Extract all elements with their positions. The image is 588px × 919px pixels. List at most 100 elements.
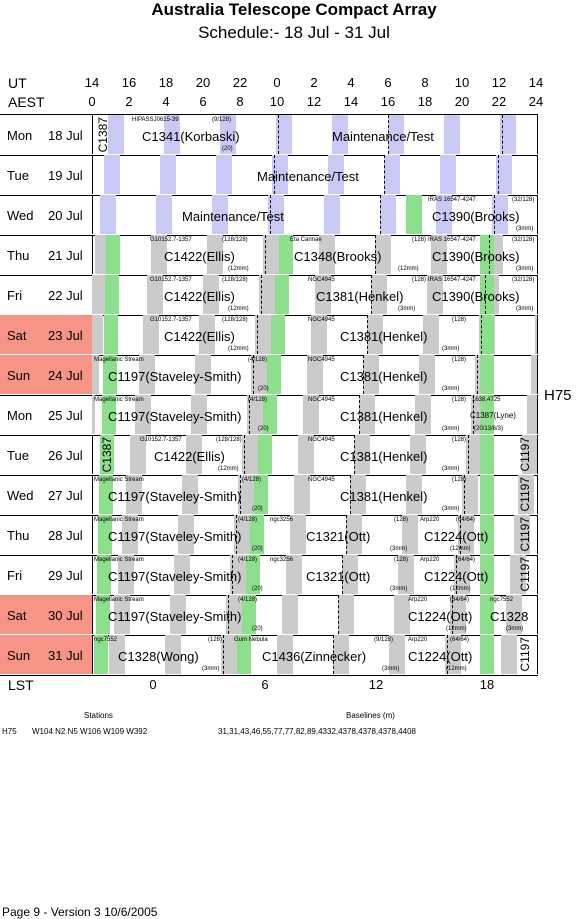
source-label: IRAS 16547-4247 xyxy=(428,277,476,283)
lst-stripe xyxy=(238,475,255,514)
receiver-band: (12mm) xyxy=(450,586,471,592)
day-date: 20 Jul xyxy=(48,208,83,223)
vertical-project-label: C1197 xyxy=(518,557,532,592)
project-label: C1348(Brooks) xyxy=(294,249,382,264)
receiver-band: (3mm) xyxy=(442,506,460,512)
day-label: Tue 26 Jul xyxy=(0,435,93,474)
lst-dashline xyxy=(244,435,246,474)
lst-stripe xyxy=(402,515,418,554)
day-chart: Magellanic Stream (4/128) C1197(Staveley-S… xyxy=(92,475,538,514)
green-stripe xyxy=(480,475,494,514)
day-name: Sun xyxy=(7,648,31,663)
lst-stripe xyxy=(281,595,298,634)
lst-dashline xyxy=(468,435,470,474)
project-label: C1197(Staveley-Smith) xyxy=(108,569,242,584)
aest-tick: 6 xyxy=(199,94,207,109)
lst-dashline xyxy=(337,595,339,634)
lst-stripe xyxy=(458,515,474,554)
receiver-band: (3mm) xyxy=(390,586,408,592)
aest-tick: 4 xyxy=(162,94,170,109)
day-name: Fri xyxy=(7,288,23,303)
project-label: C1197(Staveley-Smith) xyxy=(108,489,242,504)
lst-stripe xyxy=(290,515,306,554)
correlator-config: (128) xyxy=(394,557,409,563)
lst-stripe xyxy=(92,395,95,434)
green-stripe xyxy=(480,355,494,394)
lst-stripe xyxy=(263,235,280,274)
receiver-band: (3mm) xyxy=(390,546,408,552)
vertical-project-label: C1387 xyxy=(100,437,114,473)
lst-dashline xyxy=(227,595,229,634)
lst-stripe xyxy=(367,315,383,354)
green-stripe xyxy=(480,555,494,594)
lst-dashline xyxy=(231,555,233,594)
source-label: Magellanic Stream xyxy=(94,597,144,603)
correlator-config: (128) xyxy=(452,397,467,403)
correlator-config: (128/128) xyxy=(222,277,248,283)
lst-dashline xyxy=(358,395,360,434)
receiver-band: (12mm) xyxy=(450,546,471,552)
lst-stripe xyxy=(530,355,537,394)
source-label: ngc7552 xyxy=(94,637,118,643)
day-label: Tue 19 Jul xyxy=(0,155,93,194)
day-name: Mon xyxy=(7,128,33,143)
green-stripe xyxy=(250,515,264,554)
day-date: 29 Jul xyxy=(48,568,83,583)
receiver-band: (12mm) xyxy=(218,466,239,472)
receiver-band: (3mm) xyxy=(382,666,400,672)
receiver-band: (20) xyxy=(222,146,233,152)
receiver-band: (3mm) xyxy=(506,626,524,632)
receiver-band: (20/13/6/3) xyxy=(474,426,504,432)
lst-stripe xyxy=(108,115,124,154)
lst-dashline xyxy=(354,435,356,474)
lst-stripe xyxy=(397,555,414,594)
day-row: Tue 26 Jul C1387 G10152.7-1357 (128/128) C142… xyxy=(0,435,538,476)
correlator-config: (128/128) xyxy=(216,437,242,443)
correlator-config: (32/128) xyxy=(512,237,535,243)
green-stripe xyxy=(266,355,281,394)
correlator-config: (4/128) xyxy=(238,597,258,603)
correlator-config: (64/64) xyxy=(456,557,476,563)
project-label: C1390(Brooks) xyxy=(432,249,520,264)
aest-tick: 24 xyxy=(528,94,544,109)
lst-stripe xyxy=(126,475,143,514)
source-label: G10152.7-1357 xyxy=(140,437,182,443)
footer-config: H75 xyxy=(2,727,17,736)
day-row: Fri 22 Jul G10152.7-1357 (128/128) C1422(Ell… xyxy=(0,275,538,316)
day-name: Sat xyxy=(7,328,27,343)
day-row: Thu 28 Jul Magellanic Stream (4/128) C1197(S… xyxy=(0,515,538,556)
lst-stripe xyxy=(337,595,354,634)
correlator-config: (128) xyxy=(452,317,467,323)
lst-dashline xyxy=(278,115,279,154)
project-label: Maintenance/Test xyxy=(332,129,434,144)
aest-tick: 2 xyxy=(125,94,133,109)
lst-stripe xyxy=(362,355,379,394)
correlator-config: (128) xyxy=(412,237,427,243)
day-row: Mon 18 Jul C1387 HIPASSJ0615-39 (9/128) C1341… xyxy=(0,115,538,156)
day-label: Thu 28 Jul xyxy=(0,515,93,554)
ut-tick: 14 xyxy=(528,75,544,90)
receiver-band: (20) xyxy=(252,586,263,592)
lst-stripe xyxy=(271,155,288,194)
day-label: Thu 21 Jul xyxy=(0,235,93,274)
lst-stripe xyxy=(315,275,332,314)
lst-stripe xyxy=(383,155,400,194)
lst-stripe xyxy=(203,275,220,314)
green-stripe xyxy=(480,635,494,674)
aest-tick: 8 xyxy=(236,94,244,109)
lst-stripe xyxy=(92,315,103,354)
receiver-band: (12mm) xyxy=(398,266,419,272)
receiver-band: (12mm) xyxy=(228,346,249,352)
day-chart: Magellanic Stream (4/128) C1197(Staveley-S… xyxy=(92,555,538,594)
lst-stripe xyxy=(375,235,392,274)
lst-stripe xyxy=(406,475,423,514)
ut-tick: 10 xyxy=(454,75,470,90)
ut-axis-label: UT xyxy=(8,75,27,91)
lst-stripe xyxy=(445,635,462,674)
lst-stripe xyxy=(500,115,516,154)
day-name: Wed xyxy=(7,208,34,223)
green-stripe xyxy=(258,435,273,474)
lst-stripe xyxy=(462,475,479,514)
aest-tick: 16 xyxy=(380,94,396,109)
vertical-project-label: C1197 xyxy=(518,437,532,472)
